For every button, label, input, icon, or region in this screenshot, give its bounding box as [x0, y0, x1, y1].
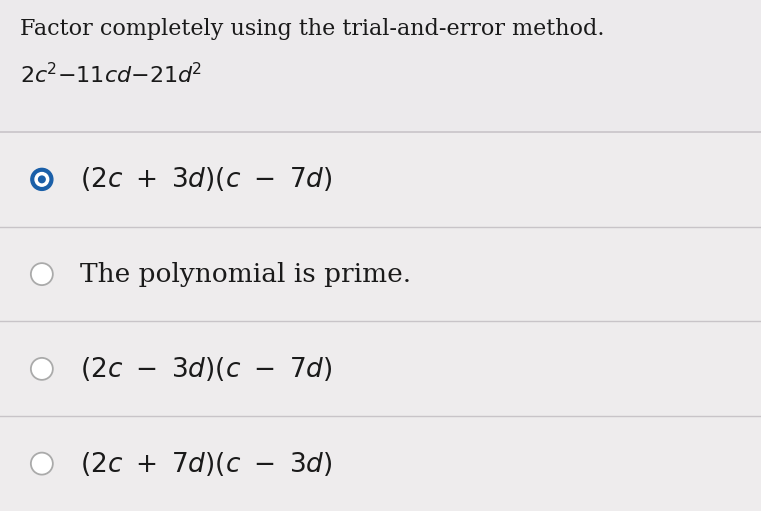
Circle shape: [31, 169, 53, 191]
Text: Factor completely using the trial-and-error method.: Factor completely using the trial-and-er…: [20, 18, 604, 40]
Bar: [0, 321, 761, 416]
Text: $\mathit{(2c\ +\ 3d)(c\ -\ 7d)}$: $\mathit{(2c\ +\ 3d)(c\ -\ 7d)}$: [80, 166, 333, 193]
Text: $\mathdefault{2}$$\it{c}$$\mathdefault{^2}$$ \mathdefault{- 11}$$\it{cd}$$ \math: $\mathdefault{2}$$\it{c}$$\mathdefault{^…: [20, 62, 202, 87]
Bar: [0, 227, 761, 321]
Text: $\mathit{(2c\ -\ 3d)(c\ -\ 7d)}$: $\mathit{(2c\ -\ 3d)(c\ -\ 7d)}$: [80, 355, 333, 383]
Bar: [0, 416, 761, 511]
Circle shape: [31, 453, 53, 475]
Bar: [0, 132, 761, 227]
Text: The polynomial is prime.: The polynomial is prime.: [80, 262, 411, 287]
Circle shape: [31, 358, 53, 380]
Text: $\mathit{(2c\ +\ 7d)(c\ -\ 3d)}$: $\mathit{(2c\ +\ 7d)(c\ -\ 3d)}$: [80, 450, 333, 478]
Circle shape: [39, 176, 45, 182]
Circle shape: [35, 173, 49, 186]
Circle shape: [31, 263, 53, 285]
Bar: [0, 0, 761, 132]
